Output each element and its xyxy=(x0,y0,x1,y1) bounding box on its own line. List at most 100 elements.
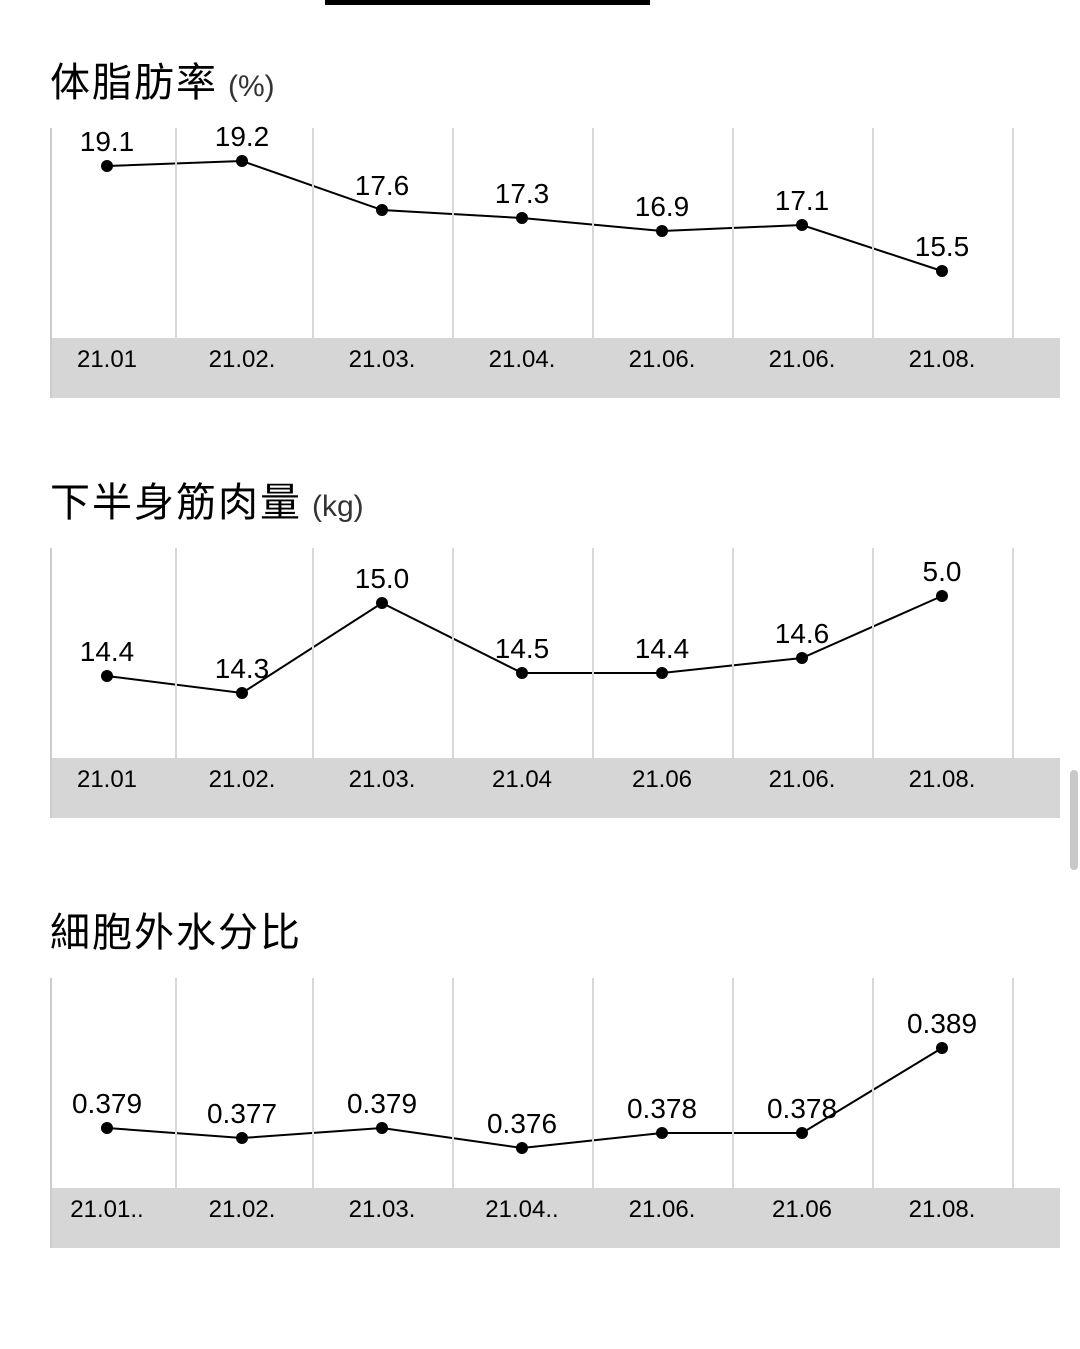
x-axis-label: 21.03. xyxy=(349,346,416,374)
data-label: 15.5 xyxy=(915,231,970,263)
chart-title: 体脂肪率 (%) xyxy=(50,50,1070,108)
x-axis-label: 21.06. xyxy=(769,346,836,374)
grid-line xyxy=(592,128,594,338)
grid-line xyxy=(732,978,734,1188)
data-label: 14.6 xyxy=(775,618,830,650)
x-axis-label: 21.04.. xyxy=(485,1196,558,1224)
x-axis-label: 21.03. xyxy=(349,1196,416,1224)
grid-line xyxy=(872,978,874,1188)
grid-line xyxy=(1012,128,1014,338)
data-label: 14.5 xyxy=(495,633,550,665)
data-point[interactable] xyxy=(936,590,948,602)
data-label: 0.379 xyxy=(72,1088,142,1120)
data-label: 14.4 xyxy=(635,633,690,665)
x-axis-label: 21.08. xyxy=(909,766,976,794)
x-axis: 21.01 21.02. 21.03. 21.04 21.06 21.06. 21.08. xyxy=(50,758,1060,818)
data-label: 0.389 xyxy=(907,1008,977,1040)
chart-title: 下半身筋肉量 (kg) xyxy=(50,470,1070,528)
chart-body-fat: 体脂肪率 (%) 19.119.217.617.316.917.115.5 21… xyxy=(50,50,1070,398)
data-label: 5.0 xyxy=(923,556,962,588)
grid-line xyxy=(452,978,454,1188)
x-axis-label: 21.01.. xyxy=(70,1196,143,1224)
chart-ecw-ratio: 細胞外水分比 0.3790.3770.3790.3760.3780.3780.3… xyxy=(50,900,1070,1248)
data-point[interactable] xyxy=(516,667,528,679)
top-divider xyxy=(325,0,650,5)
grid-line xyxy=(1012,978,1014,1188)
scrollbar[interactable] xyxy=(1070,770,1078,870)
line-svg xyxy=(52,548,1062,758)
data-point[interactable] xyxy=(516,1142,528,1154)
grid-line xyxy=(872,548,874,758)
data-point[interactable] xyxy=(516,212,528,224)
chart-plot-area: 19.119.217.617.316.917.115.5 xyxy=(50,128,1060,338)
data-point[interactable] xyxy=(656,667,668,679)
grid-line xyxy=(452,548,454,758)
data-label: 17.6 xyxy=(355,170,410,202)
grid-line xyxy=(175,978,177,1188)
chart-plot-area: 0.379 0.377 0.379 0.376 0.378 0.378 0.389 xyxy=(50,978,1060,1188)
data-point[interactable] xyxy=(796,1127,808,1139)
data-point[interactable] xyxy=(376,597,388,609)
grid-line xyxy=(452,128,454,338)
grid-line xyxy=(1012,548,1014,758)
chart-title-unit: (kg) xyxy=(312,490,364,524)
data-point[interactable] xyxy=(236,687,248,699)
x-axis-label: 21.01 xyxy=(77,766,137,794)
data-point[interactable] xyxy=(376,204,388,216)
grid-line xyxy=(312,128,314,338)
x-axis: 21.0121.02.21.03.21.04.21.06.21.06.21.08… xyxy=(50,338,1060,398)
data-point[interactable] xyxy=(656,225,668,237)
data-point[interactable] xyxy=(796,219,808,231)
data-label: 19.2 xyxy=(215,121,270,153)
data-point[interactable] xyxy=(101,670,113,682)
data-label: 19.1 xyxy=(80,126,135,158)
grid-line xyxy=(312,978,314,1188)
grid-line xyxy=(732,128,734,338)
chart-title-unit: (%) xyxy=(228,70,275,104)
data-label: 0.377 xyxy=(207,1098,277,1130)
x-axis-label: 21.01 xyxy=(77,346,137,374)
data-label: 17.3 xyxy=(495,178,550,210)
chart-lower-muscle: 下半身筋肉量 (kg) 14.414.315.014.514.414.65.0 … xyxy=(50,470,1070,818)
data-label: 0.378 xyxy=(627,1093,697,1125)
data-label: 16.9 xyxy=(635,191,690,223)
x-axis-label: 21.08. xyxy=(909,1196,976,1224)
x-axis-label: 21.03. xyxy=(349,766,416,794)
grid-line xyxy=(592,978,594,1188)
data-point[interactable] xyxy=(236,155,248,167)
grid-line xyxy=(312,548,314,758)
data-point[interactable] xyxy=(936,1042,948,1054)
data-point[interactable] xyxy=(236,1132,248,1144)
x-axis-label: 21.08. xyxy=(909,346,976,374)
grid-line xyxy=(872,128,874,338)
data-point[interactable] xyxy=(936,265,948,277)
data-point[interactable] xyxy=(656,1127,668,1139)
x-axis-label: 21.06 xyxy=(632,766,692,794)
data-label: 0.376 xyxy=(487,1108,557,1140)
chart-title-text: 体脂肪率 xyxy=(50,50,218,108)
chart-title-text: 細胞外水分比 xyxy=(50,900,302,958)
data-label: 0.379 xyxy=(347,1088,417,1120)
data-point[interactable] xyxy=(101,1122,113,1134)
data-label: 0.378 xyxy=(767,1093,837,1125)
x-axis-label: 21.02. xyxy=(209,766,276,794)
chart-title-text: 下半身筋肉量 xyxy=(50,470,302,528)
data-point[interactable] xyxy=(796,652,808,664)
chart-title: 細胞外水分比 xyxy=(50,900,1070,958)
data-point[interactable] xyxy=(376,1122,388,1134)
grid-line xyxy=(175,128,177,338)
grid-line xyxy=(175,548,177,758)
chart-plot-area: 14.4 14.3 15.0 14.5 14.4 14.6 5.0 xyxy=(50,548,1060,758)
x-axis-label: 21.02. xyxy=(209,346,276,374)
data-point[interactable] xyxy=(101,160,113,172)
x-axis-label: 21.04 xyxy=(492,766,552,794)
x-axis-label: 21.02. xyxy=(209,1196,276,1224)
grid-line xyxy=(732,548,734,758)
x-axis-label: 21.06. xyxy=(769,766,836,794)
x-axis-label: 21.06 xyxy=(772,1196,832,1224)
x-axis: 21.01..21.02.21.03.21.04..21.06.21.0621.… xyxy=(50,1188,1060,1248)
data-label: 15.0 xyxy=(355,563,410,595)
data-label: 14.3 xyxy=(215,653,270,685)
x-axis-label: 21.06. xyxy=(629,346,696,374)
data-label: 14.4 xyxy=(80,636,135,668)
